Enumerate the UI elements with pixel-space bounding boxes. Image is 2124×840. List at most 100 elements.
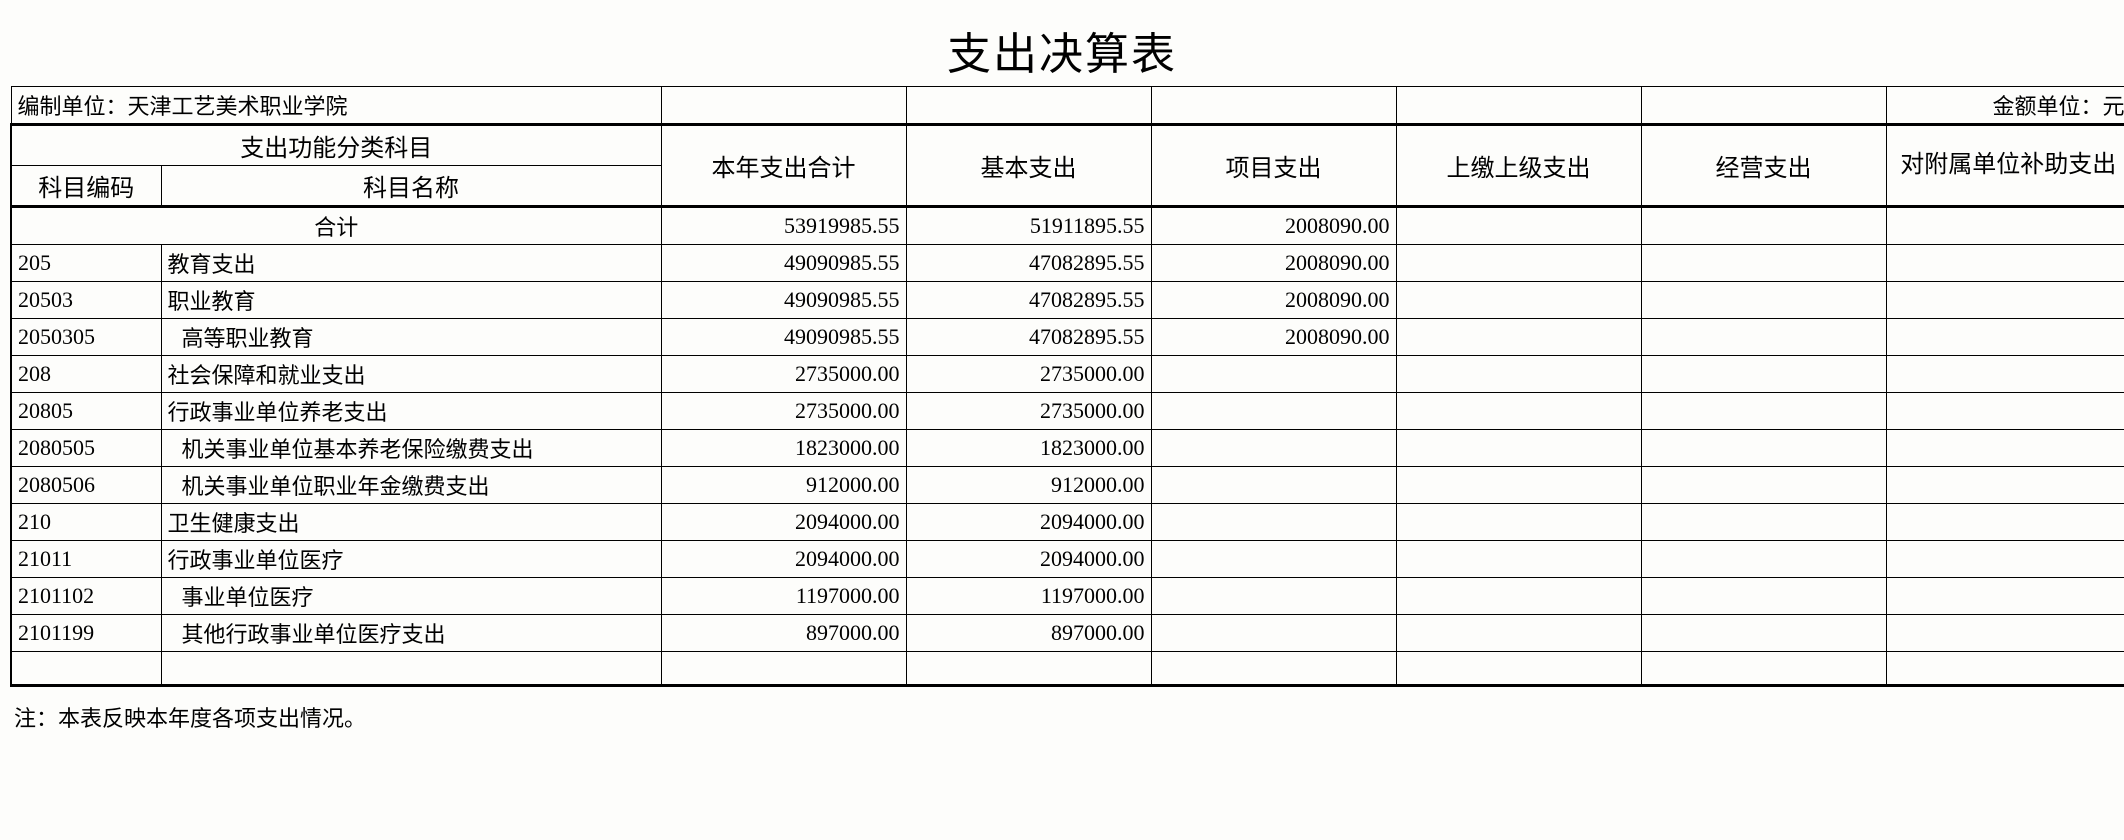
table-row: 208社会保障和就业支出2735000.002735000.00 <box>11 356 2124 393</box>
cell-c5 <box>1641 245 1886 282</box>
header-row-1: 支出功能分类科目 本年支出合计 基本支出 项目支出 上缴上级支出 经营支出 对附… <box>11 125 2124 166</box>
cell-name: 教育支出 <box>161 245 661 282</box>
empty-cell <box>1641 652 1886 686</box>
table-row: 2080506机关事业单位职业年金缴费支出912000.00912000.00 <box>11 467 2124 504</box>
footnote: 注：本表反映本年度各项支出情况。 <box>10 687 2114 747</box>
empty-cell <box>661 652 906 686</box>
cell-c5 <box>1641 356 1886 393</box>
total-c3: 2008090.00 <box>1151 207 1396 245</box>
cell-c4 <box>1396 541 1641 578</box>
header-c6: 对附属单位补助支出 <box>1886 125 2124 207</box>
org-label: 编制单位：天津工艺美术职业学院 <box>11 87 661 125</box>
cell-c3: 2008090.00 <box>1151 245 1396 282</box>
cell-c3 <box>1151 393 1396 430</box>
cell-c6 <box>1886 282 2124 319</box>
cell-c2: 47082895.55 <box>906 245 1151 282</box>
page-title: 支出决算表 <box>10 10 2114 86</box>
cell-name: 行政事业单位医疗 <box>161 541 661 578</box>
meta-empty <box>1641 87 1886 125</box>
cell-c2: 1197000.00 <box>906 578 1151 615</box>
cell-c4 <box>1396 467 1641 504</box>
cell-name: 其他行政事业单位医疗支出 <box>161 615 661 652</box>
header-group: 支出功能分类科目 <box>11 125 661 166</box>
cell-code: 2050305 <box>11 319 161 356</box>
cell-c5 <box>1641 578 1886 615</box>
cell-c4 <box>1396 245 1641 282</box>
cell-c6 <box>1886 319 2124 356</box>
cell-c6 <box>1886 356 2124 393</box>
cell-c1: 2094000.00 <box>661 541 906 578</box>
total-c5 <box>1641 207 1886 245</box>
cell-code: 21011 <box>11 541 161 578</box>
cell-c1: 897000.00 <box>661 615 906 652</box>
total-label: 合计 <box>11 207 661 245</box>
cell-c1: 912000.00 <box>661 467 906 504</box>
cell-code: 2101102 <box>11 578 161 615</box>
cell-name: 职业教育 <box>161 282 661 319</box>
cell-name: 机关事业单位基本养老保险缴费支出 <box>161 430 661 467</box>
header-c4: 上缴上级支出 <box>1396 125 1641 207</box>
cell-c2: 2735000.00 <box>906 356 1151 393</box>
empty-cell <box>1886 652 2124 686</box>
empty-cell <box>906 652 1151 686</box>
cell-c1: 49090985.55 <box>661 245 906 282</box>
cell-code: 208 <box>11 356 161 393</box>
cell-c4 <box>1396 504 1641 541</box>
cell-c6 <box>1886 393 2124 430</box>
cell-code: 20805 <box>11 393 161 430</box>
header-name: 科目名称 <box>161 166 661 207</box>
table-row: 2050305高等职业教育49090985.5547082895.5520080… <box>11 319 2124 356</box>
total-c4 <box>1396 207 1641 245</box>
expenditure-table: 编制单位：天津工艺美术职业学院 金额单位：元 支出功能分类科目 本年支出合计 基… <box>10 86 2124 687</box>
cell-c2: 2094000.00 <box>906 504 1151 541</box>
cell-c2: 912000.00 <box>906 467 1151 504</box>
cell-c1: 2735000.00 <box>661 356 906 393</box>
cell-c1: 2094000.00 <box>661 504 906 541</box>
cell-c4 <box>1396 282 1641 319</box>
cell-name: 行政事业单位养老支出 <box>161 393 661 430</box>
cell-c6 <box>1886 615 2124 652</box>
cell-c4 <box>1396 319 1641 356</box>
cell-c6 <box>1886 541 2124 578</box>
table-row: 20503职业教育49090985.5547082895.552008090.0… <box>11 282 2124 319</box>
header-c5: 经营支出 <box>1641 125 1886 207</box>
cell-c1: 1197000.00 <box>661 578 906 615</box>
cell-c4 <box>1396 615 1641 652</box>
cell-code: 2080505 <box>11 430 161 467</box>
cell-c5 <box>1641 282 1886 319</box>
cell-c3 <box>1151 541 1396 578</box>
meta-empty <box>1396 87 1641 125</box>
cell-code: 20503 <box>11 282 161 319</box>
table-row: 210卫生健康支出2094000.002094000.00 <box>11 504 2124 541</box>
cell-c6 <box>1886 245 2124 282</box>
cell-c2: 2094000.00 <box>906 541 1151 578</box>
total-c6 <box>1886 207 2124 245</box>
empty-row <box>11 652 2124 686</box>
table-row: 2101102事业单位医疗1197000.001197000.00 <box>11 578 2124 615</box>
header-c2: 基本支出 <box>906 125 1151 207</box>
cell-c5 <box>1641 393 1886 430</box>
cell-name: 高等职业教育 <box>161 319 661 356</box>
empty-cell <box>1151 652 1396 686</box>
cell-c3 <box>1151 467 1396 504</box>
cell-c3 <box>1151 578 1396 615</box>
cell-c5 <box>1641 541 1886 578</box>
cell-name: 卫生健康支出 <box>161 504 661 541</box>
empty-cell <box>161 652 661 686</box>
meta-empty <box>661 87 906 125</box>
cell-c2: 2735000.00 <box>906 393 1151 430</box>
cell-c3 <box>1151 615 1396 652</box>
cell-c6 <box>1886 467 2124 504</box>
header-c3: 项目支出 <box>1151 125 1396 207</box>
cell-c3 <box>1151 430 1396 467</box>
total-c2: 51911895.55 <box>906 207 1151 245</box>
meta-row: 编制单位：天津工艺美术职业学院 金额单位：元 <box>11 87 2124 125</box>
cell-c1: 49090985.55 <box>661 282 906 319</box>
cell-code: 205 <box>11 245 161 282</box>
meta-empty <box>1151 87 1396 125</box>
cell-name: 机关事业单位职业年金缴费支出 <box>161 467 661 504</box>
empty-cell <box>11 652 161 686</box>
cell-name: 社会保障和就业支出 <box>161 356 661 393</box>
cell-c2: 1823000.00 <box>906 430 1151 467</box>
cell-c6 <box>1886 504 2124 541</box>
